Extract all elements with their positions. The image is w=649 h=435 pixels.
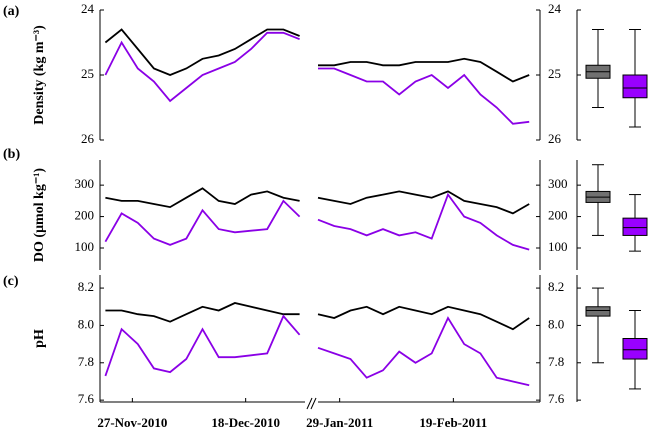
series-line bbox=[104, 31, 300, 103]
y-tick-label: 24 bbox=[548, 1, 562, 16]
box bbox=[585, 306, 611, 317]
y-tick-label: 7.6 bbox=[548, 391, 565, 406]
series-line bbox=[105, 187, 300, 209]
y-tick-label: 7.6 bbox=[78, 391, 95, 406]
y-tick-label: 8.0 bbox=[548, 316, 564, 331]
series-line bbox=[104, 28, 300, 76]
y-tick-label: 26 bbox=[81, 131, 95, 146]
y-tick-label: 7.8 bbox=[78, 354, 94, 369]
series-line bbox=[104, 314, 301, 377]
panel-label: (b) bbox=[3, 147, 20, 162]
y-tick-label: 7.8 bbox=[548, 354, 564, 369]
y-tick-label: 26 bbox=[548, 131, 562, 146]
y-tick-label: 8.2 bbox=[78, 279, 94, 294]
box bbox=[622, 74, 648, 99]
series-line bbox=[317, 192, 530, 251]
series-line bbox=[317, 316, 530, 387]
axis-break bbox=[306, 397, 317, 410]
y-axis-label: pH bbox=[32, 329, 47, 348]
y-tick-label: 200 bbox=[548, 208, 568, 223]
x-tick-label: 19-Feb-2011 bbox=[419, 415, 487, 430]
panel-label: (a) bbox=[3, 4, 20, 19]
y-tick-label: 25 bbox=[548, 66, 561, 81]
y-tick-label: 24 bbox=[81, 1, 95, 16]
y-axis-label: DO (μmol kg⁻¹) bbox=[32, 168, 47, 263]
y-tick-label: 300 bbox=[75, 176, 95, 191]
y-tick-label: 100 bbox=[548, 239, 568, 254]
x-tick-label: 18-Dec-2010 bbox=[211, 415, 280, 430]
panel-label: (c) bbox=[3, 274, 19, 289]
series-line bbox=[318, 57, 530, 83]
y-tick-label: 8.2 bbox=[548, 279, 564, 294]
series-line bbox=[317, 305, 530, 331]
y-tick-label: 300 bbox=[548, 176, 568, 191]
y-axis-label: Density (kg m⁻³) bbox=[32, 25, 47, 125]
x-tick-label: 29-Jan-2011 bbox=[306, 415, 373, 430]
y-tick-label: 200 bbox=[75, 208, 95, 223]
series-line bbox=[317, 190, 530, 215]
series-line bbox=[105, 302, 300, 323]
x-tick-label: 27-Nov-2010 bbox=[97, 415, 167, 430]
y-tick-label: 100 bbox=[75, 239, 95, 254]
box bbox=[622, 217, 648, 236]
box bbox=[622, 338, 648, 360]
series-line bbox=[104, 199, 301, 246]
y-tick-label: 25 bbox=[81, 66, 94, 81]
y-tick-label: 8.0 bbox=[78, 316, 94, 331]
series-line bbox=[318, 67, 530, 125]
